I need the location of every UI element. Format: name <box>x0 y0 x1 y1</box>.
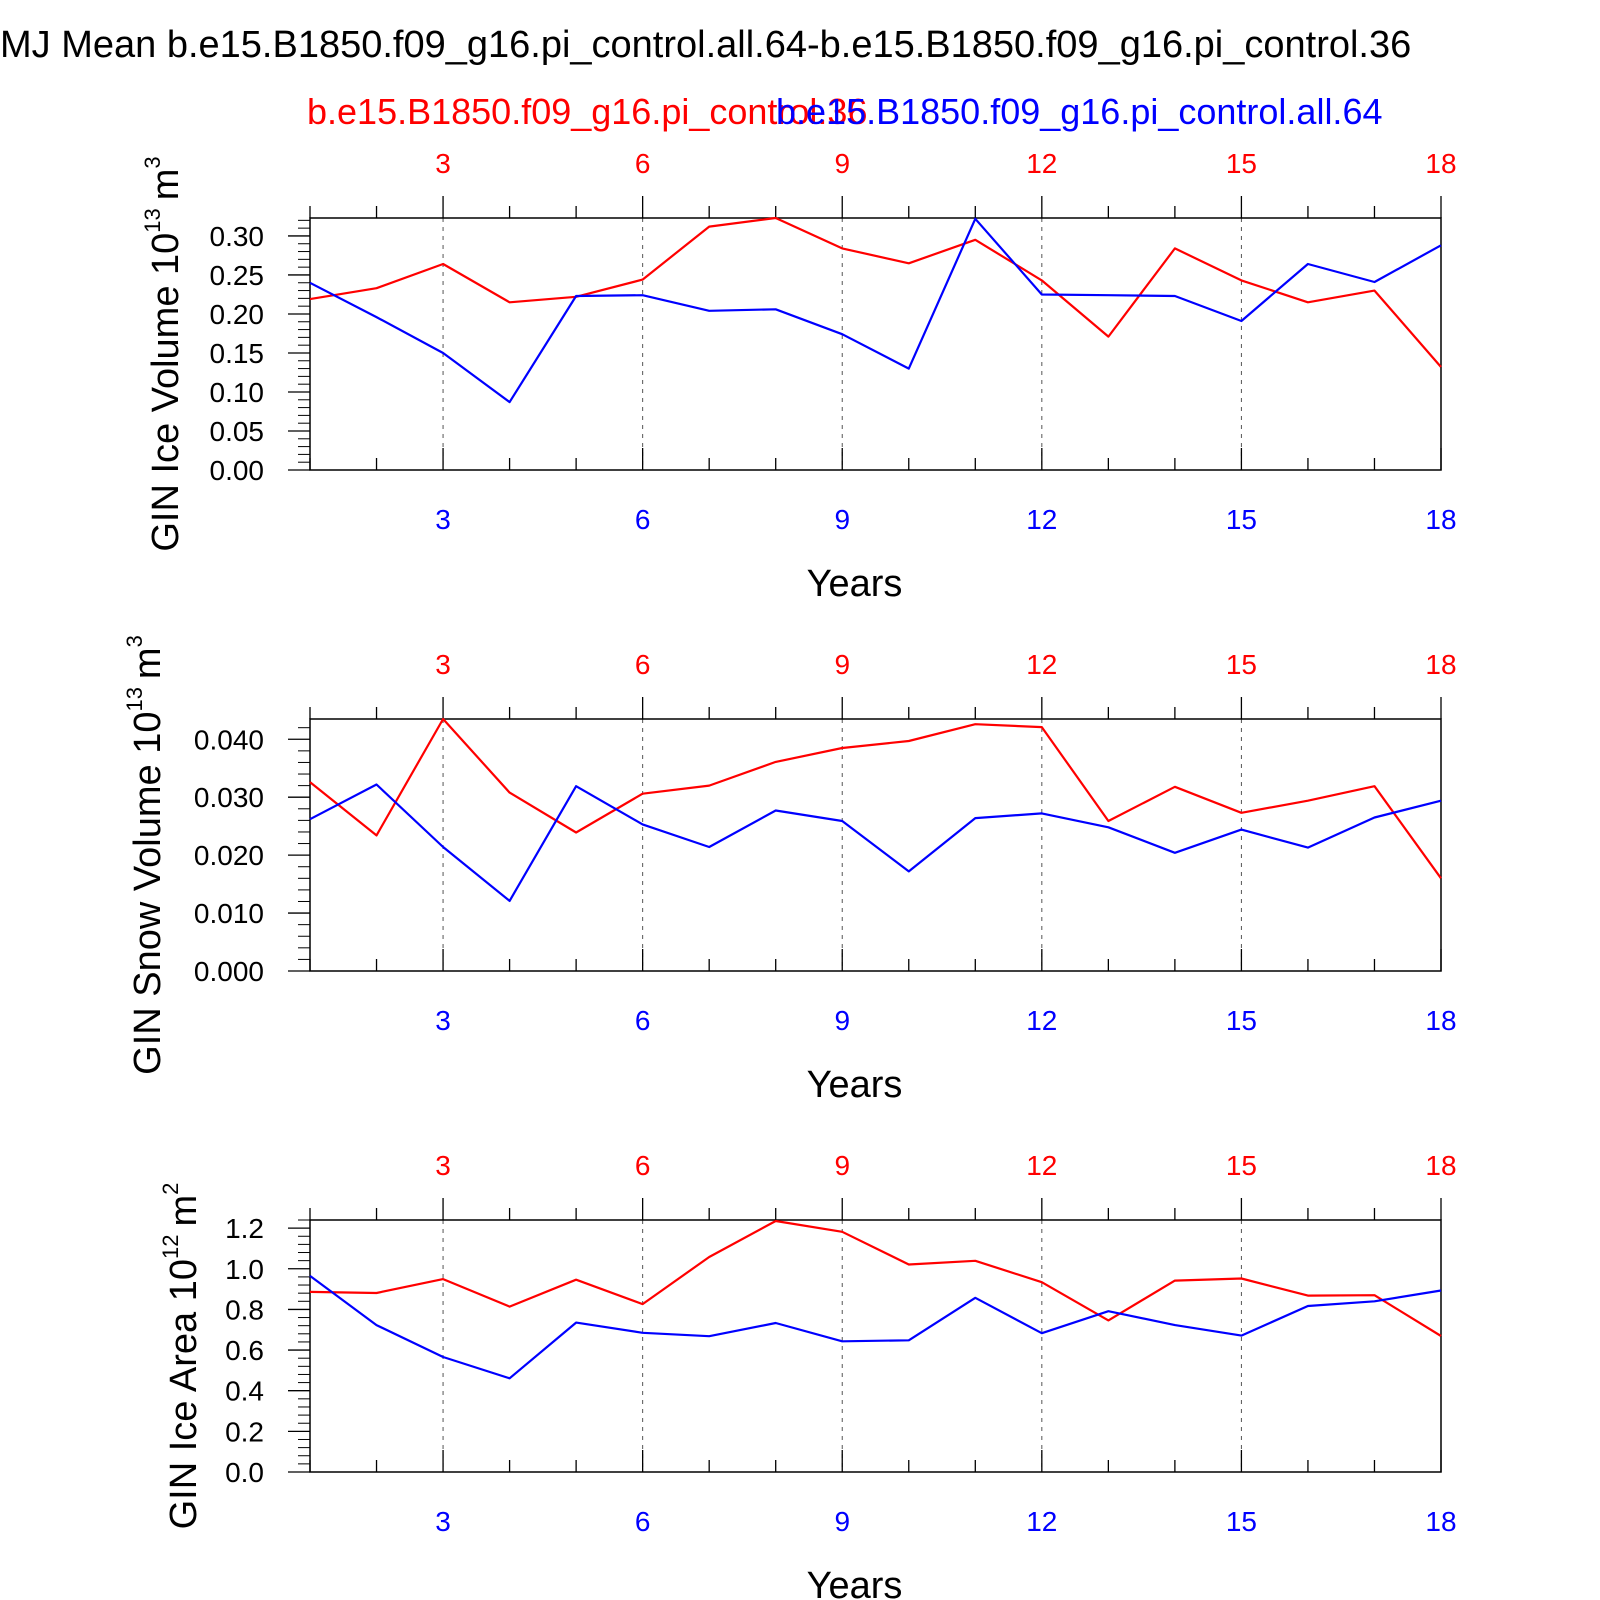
x-axis-title: Years <box>807 1064 903 1106</box>
x-tick-label-bottom: 15 <box>1226 504 1257 535</box>
x-tick-label-top: 12 <box>1026 1150 1057 1181</box>
series-blue-line <box>309 783 1442 903</box>
y-axis-title-unit-exponent: 3 <box>140 156 165 168</box>
y-tick-label: 0.000 <box>194 956 264 987</box>
y-axis-title-unit: m <box>163 1195 205 1227</box>
y-axis-title-exponent: 12 <box>158 1235 183 1259</box>
y-tick-label: 0.010 <box>194 898 264 929</box>
y-axis-title-main: GIN Snow Volume 10 <box>127 712 169 1075</box>
y-tick-label: 1.2 <box>225 1213 264 1244</box>
series-red-line <box>309 1219 1442 1337</box>
y-tick-label: 0.8 <box>225 1294 264 1325</box>
y-tick-label: 0.05 <box>210 416 265 447</box>
x-tick-label-top: 3 <box>435 148 451 179</box>
x-tick-label-top: 12 <box>1026 649 1057 680</box>
x-tick-label-bottom: 6 <box>635 504 651 535</box>
x-tick-label-bottom: 12 <box>1026 1506 1057 1537</box>
y-axis-title-unit-exponent: 2 <box>158 1183 183 1195</box>
x-tick-label-top: 9 <box>834 1150 850 1181</box>
x-tick-label-top: 6 <box>635 148 651 179</box>
y-tick-label: 0.6 <box>225 1335 264 1366</box>
plot-frame <box>309 718 1442 972</box>
y-tick-label: 0.040 <box>194 724 264 755</box>
x-tick-label-top: 3 <box>435 649 451 680</box>
y-tick-label: 0.0 <box>225 1457 264 1488</box>
x-tick-label-bottom: 15 <box>1226 1005 1257 1036</box>
y-axis-title-main: GIN Ice Area 10 <box>163 1259 205 1529</box>
y-tick-label: 0.2 <box>225 1416 264 1447</box>
x-tick-label-bottom: 9 <box>834 1005 850 1036</box>
y-tick-label: 0.020 <box>194 840 264 871</box>
series-red-line <box>309 216 1442 368</box>
legend-red-label: b.e15.B1850.f09_g16.pi_control.36 <box>307 91 867 132</box>
x-tick-label-bottom: 3 <box>435 504 451 535</box>
x-tick-label-top: 15 <box>1226 649 1257 680</box>
y-axis-title-exponent: 13 <box>140 208 165 232</box>
x-tick-label-bottom: 3 <box>435 1005 451 1036</box>
x-axis-title: Years <box>807 1565 903 1600</box>
x-tick-label-top: 6 <box>635 649 651 680</box>
x-tick-label-top: 9 <box>834 148 850 179</box>
x-tick-label-bottom: 15 <box>1226 1506 1257 1537</box>
x-tick-label-bottom: 18 <box>1425 1506 1456 1537</box>
x-tick-label-bottom: 6 <box>635 1506 651 1537</box>
y-axis-title-unit-exponent: 3 <box>122 635 147 647</box>
plot-frame <box>309 217 1442 471</box>
y-axis-title: GIN Ice Volume 1013 m3 <box>140 156 187 551</box>
x-tick-label-top: 18 <box>1425 649 1456 680</box>
series-red-line <box>309 717 1442 879</box>
y-tick-label: 0.25 <box>210 260 265 291</box>
x-tick-label-bottom: 3 <box>435 1506 451 1537</box>
x-tick-label-top: 9 <box>834 649 850 680</box>
x-tick-label-bottom: 12 <box>1026 504 1057 535</box>
x-tick-label-bottom: 18 <box>1425 504 1456 535</box>
x-tick-label-bottom: 18 <box>1425 1005 1456 1036</box>
y-axis-title: GIN Snow Volume 1013 m3 <box>122 635 169 1075</box>
panel-1: 3 3 6 6 9 9 12 12 15 15 18 18 0.00 0.05 0.10 0.15 0.20 0.… <box>140 148 1457 605</box>
x-axis-title: Years <box>807 563 903 605</box>
figure-title: MJ Mean b.e15.B1850.f09_g16.pi_control.a… <box>0 24 1411 66</box>
y-tick-label: 0.15 <box>210 338 265 369</box>
x-tick-label-top: 15 <box>1226 148 1257 179</box>
panels: 3 3 6 6 9 9 12 12 15 15 18 18 0.00 0.05 0.10 0.15 0.20 0.… <box>122 148 1457 1600</box>
x-tick-label-bottom: 9 <box>834 1506 850 1537</box>
series-blue-line <box>309 1275 1442 1380</box>
x-tick-label-top: 12 <box>1026 148 1057 179</box>
x-tick-label-top: 18 <box>1425 1150 1456 1181</box>
y-tick-label: 0.00 <box>210 455 265 486</box>
x-tick-label-top: 15 <box>1226 1150 1257 1181</box>
y-tick-label: 0.30 <box>210 221 265 252</box>
plot-frame <box>309 1219 1442 1473</box>
y-tick-label: 0.10 <box>210 377 265 408</box>
x-tick-label-bottom: 6 <box>635 1005 651 1036</box>
y-tick-label: 0.20 <box>210 299 265 330</box>
y-tick-label: 0.030 <box>194 782 264 813</box>
x-tick-label-top: 3 <box>435 1150 451 1181</box>
y-axis-title-exponent: 13 <box>122 687 147 711</box>
x-tick-label-top: 18 <box>1425 148 1456 179</box>
x-tick-label-bottom: 12 <box>1026 1005 1057 1036</box>
y-axis-title-main: GIN Ice Volume 10 <box>145 233 187 552</box>
x-tick-label-bottom: 9 <box>834 504 850 535</box>
y-axis-title-unit: m <box>127 647 169 679</box>
x-tick-label-top: 6 <box>635 1150 651 1181</box>
y-tick-label: 0.4 <box>225 1376 264 1407</box>
y-tick-label: 1.0 <box>225 1254 264 1285</box>
panel-3: 3 3 6 6 9 9 12 12 15 15 18 18 0.0 0.2 0.4 0.6 0.8 1.0 1.2 Y… <box>158 1150 1457 1600</box>
series-blue-line <box>309 217 1442 404</box>
panel-2: 3 3 6 6 9 9 12 12 15 15 18 18 0.000 0.010 0.020 0.030 0.… <box>122 635 1457 1106</box>
legend-blue-label: b.e15.B1850.f09_g16.pi_control.all.64 <box>776 91 1382 132</box>
y-axis-title-unit: m <box>145 169 187 201</box>
y-axis-title: GIN Ice Area 1012 m2 <box>158 1183 205 1530</box>
